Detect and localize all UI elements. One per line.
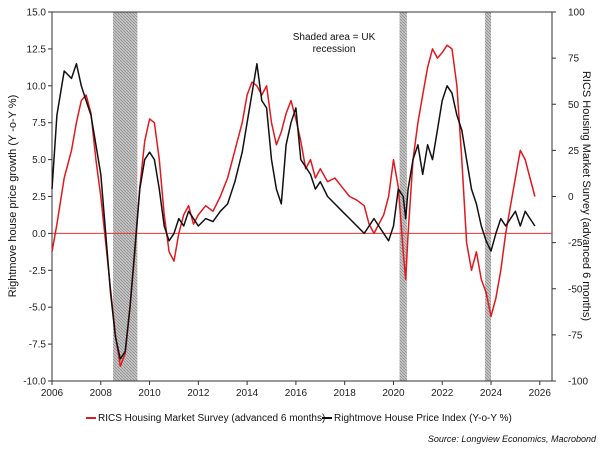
- right-tick-label: -25: [568, 238, 583, 249]
- recession-band-1: [112, 12, 138, 381]
- right-tick-label: -100: [568, 377, 588, 388]
- legend-label-1: RICS Housing Market Survey (advanced 6 m…: [98, 413, 325, 424]
- x-tick-label: 2012: [187, 388, 210, 399]
- series-group: [51, 44, 536, 367]
- annotation-line-1: Shaded area = UK: [293, 32, 376, 43]
- right-tick-label: -50: [568, 284, 583, 295]
- left-tick-label: -2.5: [29, 266, 47, 277]
- left-tick-label: 2.5: [32, 192, 46, 203]
- x-tick-label: 2018: [334, 388, 357, 399]
- left-tick-label: -5.0: [29, 303, 47, 314]
- right-tick-label: 0: [568, 192, 574, 203]
- source-note: Source: Longview Economics, Macrobond: [428, 434, 597, 444]
- x-tick-label: 2024: [480, 388, 503, 399]
- legend: RICS Housing Market Survey (advanced 6 m…: [86, 413, 512, 424]
- left-tick-label: 7.5: [32, 118, 46, 129]
- x-tick-label: 2026: [529, 388, 552, 399]
- left-tick-label: -7.5: [29, 340, 47, 351]
- rightmove-series-line: [51, 62, 536, 360]
- left-tick-label: 12.5: [27, 44, 47, 55]
- left-axis-title: Rightmove house price growth (Y -o-Y %): [7, 95, 19, 298]
- x-axis-ticks: 2006 2008 2010 2012 2014 2016 2018 2020 2022 2024…: [41, 381, 551, 399]
- left-axis-ticks: 15.0 12.5 10.0 7.5 5.0 2.5 0.0 -2.5 -5.0 -7.5 -10.…: [23, 8, 52, 388]
- left-tick-label: -10.0: [23, 377, 46, 388]
- recession-band-3: [484, 12, 492, 381]
- left-tick-label: 0.0: [32, 229, 46, 240]
- right-tick-label: 100: [568, 8, 585, 19]
- x-tick-label: 2010: [138, 388, 161, 399]
- right-tick-label: 50: [568, 100, 580, 111]
- right-tick-label: 25: [568, 146, 580, 157]
- left-tick-label: 10.0: [27, 81, 47, 92]
- right-tick-label: -75: [568, 330, 583, 341]
- x-tick-label: 2020: [382, 388, 405, 399]
- right-axis-title: RICS Housing Market Survey (advanced 6 m…: [580, 71, 592, 321]
- legend-label-2: Rightmove House Price Index (Y-o-Y %): [334, 413, 512, 424]
- recession-bands: [112, 12, 492, 381]
- x-tick-label: 2022: [431, 388, 454, 399]
- x-tick-label: 2016: [285, 388, 308, 399]
- right-axis-ticks: 100 75 50 25 0 -25 -50 -75 -100: [552, 8, 588, 388]
- left-tick-label: 5.0: [32, 155, 46, 166]
- annotation-line-2: recession: [313, 44, 356, 55]
- x-tick-label: 2006: [41, 388, 64, 399]
- x-tick-label: 2014: [236, 388, 259, 399]
- x-tick-label: 2008: [90, 388, 113, 399]
- right-tick-label: 75: [568, 54, 580, 65]
- recession-annotation: Shaded area = UK recession: [293, 32, 376, 55]
- left-tick-label: 15.0: [27, 8, 47, 19]
